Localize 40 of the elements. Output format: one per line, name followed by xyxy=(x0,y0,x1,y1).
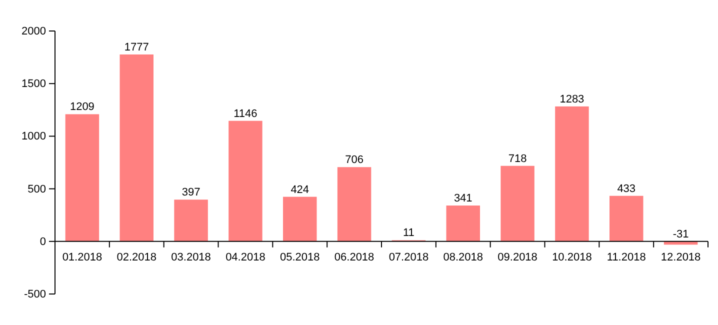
bar xyxy=(610,196,644,242)
data-label: 1146 xyxy=(234,108,258,120)
bar xyxy=(500,166,534,242)
data-label: 1777 xyxy=(124,41,149,54)
x-tick-label: 06.2018 xyxy=(334,251,374,264)
data-label: 397 xyxy=(182,186,200,199)
x-tick-label: 04.2018 xyxy=(226,251,266,264)
bar xyxy=(65,114,100,242)
x-tick-label: 02.2018 xyxy=(116,251,157,264)
bar xyxy=(555,106,589,242)
data-label: 11 xyxy=(402,227,414,240)
data-label: 433 xyxy=(617,182,636,195)
x-tick-label: 09.2018 xyxy=(498,251,538,264)
bar xyxy=(174,200,208,242)
bar xyxy=(283,196,317,242)
x-tick-label: 11.2018 xyxy=(606,251,646,264)
y-tick-label: 500 xyxy=(28,183,46,196)
data-label: 1283 xyxy=(560,93,584,106)
x-tick-label: 10.2018 xyxy=(552,251,592,264)
bar xyxy=(120,54,154,242)
bar xyxy=(446,206,480,242)
data-label: 1209 xyxy=(70,101,94,114)
y-tick-label: 2000 xyxy=(22,26,46,38)
data-label: -31 xyxy=(672,228,689,240)
data-label: 718 xyxy=(508,152,527,165)
data-label: 706 xyxy=(345,154,364,166)
x-tick-label: 07.2018 xyxy=(388,251,429,264)
data-label: 424 xyxy=(290,184,310,196)
y-tick-label: -500 xyxy=(24,288,46,301)
y-tick-label: 1500 xyxy=(22,78,46,90)
data-label: 341 xyxy=(454,192,472,205)
x-tick-label: 05.2018 xyxy=(280,251,320,264)
y-tick-label: 1000 xyxy=(22,130,46,143)
x-tick-label: 01.2018 xyxy=(62,251,102,264)
x-tick-label: 08.2018 xyxy=(443,251,484,264)
bar xyxy=(228,120,262,242)
bar xyxy=(337,167,372,242)
y-tick-label: 0 xyxy=(40,236,46,248)
x-tick-label: 12.2018 xyxy=(660,251,701,264)
x-tick-label: 03.2018 xyxy=(171,251,211,264)
